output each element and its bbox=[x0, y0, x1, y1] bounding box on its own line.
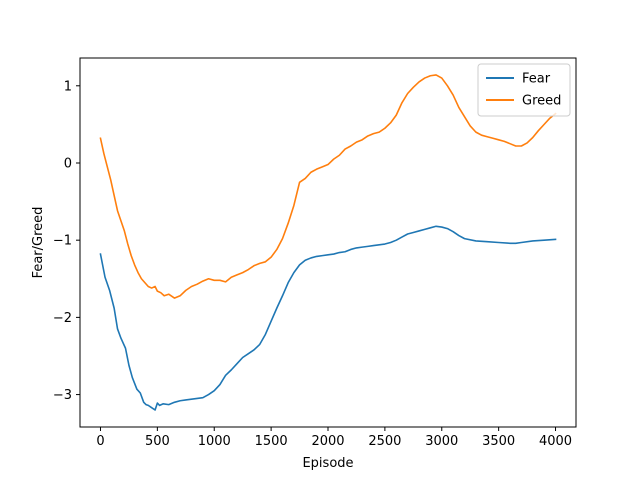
plot-lines bbox=[99, 74, 557, 411]
x-tick-label: 500 bbox=[145, 434, 170, 449]
x-tick-label: 2000 bbox=[311, 434, 344, 449]
y-tick-label: −3 bbox=[53, 388, 72, 403]
y-tick-label: −1 bbox=[53, 234, 72, 249]
legend-label-fear: Fear bbox=[522, 72, 551, 87]
x-axis-label: Episode bbox=[302, 456, 353, 471]
y-tick-label: −2 bbox=[53, 311, 72, 326]
x-tick-label: 2500 bbox=[368, 434, 401, 449]
x-tick-label: 1500 bbox=[255, 434, 288, 449]
x-tick-label: 3000 bbox=[425, 434, 458, 449]
x-axis-ticks: 0 500 1000 1500 2000 2500 3000 3500 4000 bbox=[96, 427, 572, 449]
series-line-fear bbox=[99, 225, 557, 411]
y-tick-label: 0 bbox=[64, 156, 72, 171]
legend: Fear Greed bbox=[477, 63, 571, 117]
x-tick-label: 1000 bbox=[198, 434, 231, 449]
legend-label-greed: Greed bbox=[522, 94, 561, 109]
x-tick-label: 0 bbox=[96, 434, 104, 449]
y-axis-ticks: −3 −2 −1 0 1 bbox=[53, 79, 80, 403]
x-tick-label: 3500 bbox=[482, 434, 515, 449]
series-line-greed bbox=[99, 74, 557, 299]
y-tick-label: 1 bbox=[64, 79, 72, 94]
x-tick-label: 4000 bbox=[539, 434, 572, 449]
y-axis-label: Fear/Greed bbox=[31, 207, 46, 279]
